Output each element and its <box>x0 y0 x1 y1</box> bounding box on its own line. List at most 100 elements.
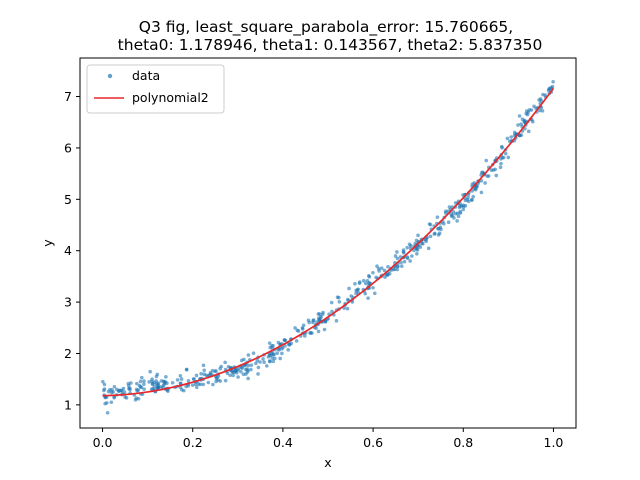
data-point <box>300 327 305 331</box>
data-point <box>551 79 555 84</box>
data-point <box>395 256 400 261</box>
data-point <box>317 312 322 316</box>
data-point <box>418 245 423 249</box>
data-point <box>311 318 316 322</box>
data-point <box>251 351 256 355</box>
data-point <box>491 168 496 172</box>
data-point <box>249 367 253 372</box>
legend-box <box>86 64 225 114</box>
data-point <box>393 254 398 258</box>
data-point <box>538 108 542 113</box>
data-point <box>363 291 368 296</box>
data-point <box>206 380 211 385</box>
data-point <box>337 300 342 304</box>
legend: data polynomial2 <box>86 64 225 114</box>
data-point <box>456 214 461 219</box>
data-point <box>161 383 166 388</box>
data-point <box>286 348 291 352</box>
data-point <box>273 356 277 361</box>
data-point <box>522 118 527 123</box>
data-point <box>133 398 138 402</box>
data-point <box>503 151 508 156</box>
data-point <box>518 133 522 138</box>
data-point <box>416 233 420 238</box>
data-point <box>278 356 282 361</box>
data-point <box>455 219 459 223</box>
data-point <box>527 108 532 112</box>
data-point <box>505 136 510 141</box>
data-point <box>371 285 375 290</box>
x-tick-label: 1.0 <box>544 435 564 450</box>
data-point <box>402 259 407 264</box>
y-axis: 1 2 3 4 5 6 7 <box>64 89 80 412</box>
data-point <box>236 366 241 371</box>
data-point <box>538 97 543 101</box>
y-tick-label: 4 <box>64 243 72 258</box>
data-point <box>435 215 440 219</box>
data-point <box>367 275 372 279</box>
y-tick-label: 6 <box>64 140 72 155</box>
data-point <box>204 373 208 378</box>
data-point <box>258 360 262 364</box>
data-point <box>498 165 503 170</box>
data-point <box>314 326 318 330</box>
data-point <box>148 369 152 374</box>
x-tick-label: 0.0 <box>93 435 113 450</box>
x-axis: 0.0 0.2 0.4 0.6 0.8 1.0 <box>93 428 564 450</box>
data-point <box>275 351 279 356</box>
data-point <box>436 226 440 231</box>
data-point <box>319 315 323 319</box>
data-point <box>142 379 146 383</box>
data-point <box>317 318 321 322</box>
x-tick-label: 0.2 <box>183 435 203 450</box>
data-point <box>239 365 244 370</box>
y-axis-label: y <box>40 239 55 247</box>
data-point <box>170 380 175 385</box>
data-point <box>316 329 321 334</box>
data-point <box>128 387 132 392</box>
y-tick-label: 3 <box>64 295 72 310</box>
data-point <box>506 155 511 160</box>
data-point <box>112 384 117 389</box>
y-tick-label: 1 <box>64 397 72 412</box>
data-point <box>347 286 351 291</box>
data-point <box>241 372 246 377</box>
data-point <box>117 389 121 393</box>
data-point <box>405 255 410 259</box>
data-point <box>458 209 463 214</box>
data-point <box>214 369 218 373</box>
data-point <box>414 238 419 243</box>
data-point <box>494 173 499 178</box>
data-point <box>255 358 260 363</box>
data-point <box>156 381 161 385</box>
data-point <box>270 344 274 348</box>
data-point <box>111 390 115 394</box>
x-tick-label: 0.6 <box>363 435 383 450</box>
data-point <box>354 291 358 296</box>
data-point <box>194 373 199 378</box>
legend-polynomial-label: polynomial2 <box>132 90 209 105</box>
data-point <box>105 401 109 405</box>
data-point <box>549 85 553 90</box>
data-point <box>367 280 372 285</box>
data-point <box>142 382 146 386</box>
data-point <box>119 388 124 393</box>
data-point <box>162 379 167 384</box>
legend-data-label: data <box>132 68 160 83</box>
data-point <box>181 388 186 393</box>
data-point <box>407 242 412 247</box>
data-point <box>178 381 183 386</box>
data-point <box>239 358 244 363</box>
data-point <box>283 338 288 343</box>
data-point <box>303 334 307 338</box>
data-point <box>271 359 276 364</box>
data-point <box>516 123 520 127</box>
data-point <box>199 371 203 376</box>
data-point <box>471 194 475 199</box>
data-point <box>108 387 112 392</box>
polynomial2-line <box>102 87 555 397</box>
axes-frame <box>79 57 577 429</box>
data-point <box>190 383 195 387</box>
data-point <box>184 367 189 372</box>
data-point <box>178 373 183 378</box>
